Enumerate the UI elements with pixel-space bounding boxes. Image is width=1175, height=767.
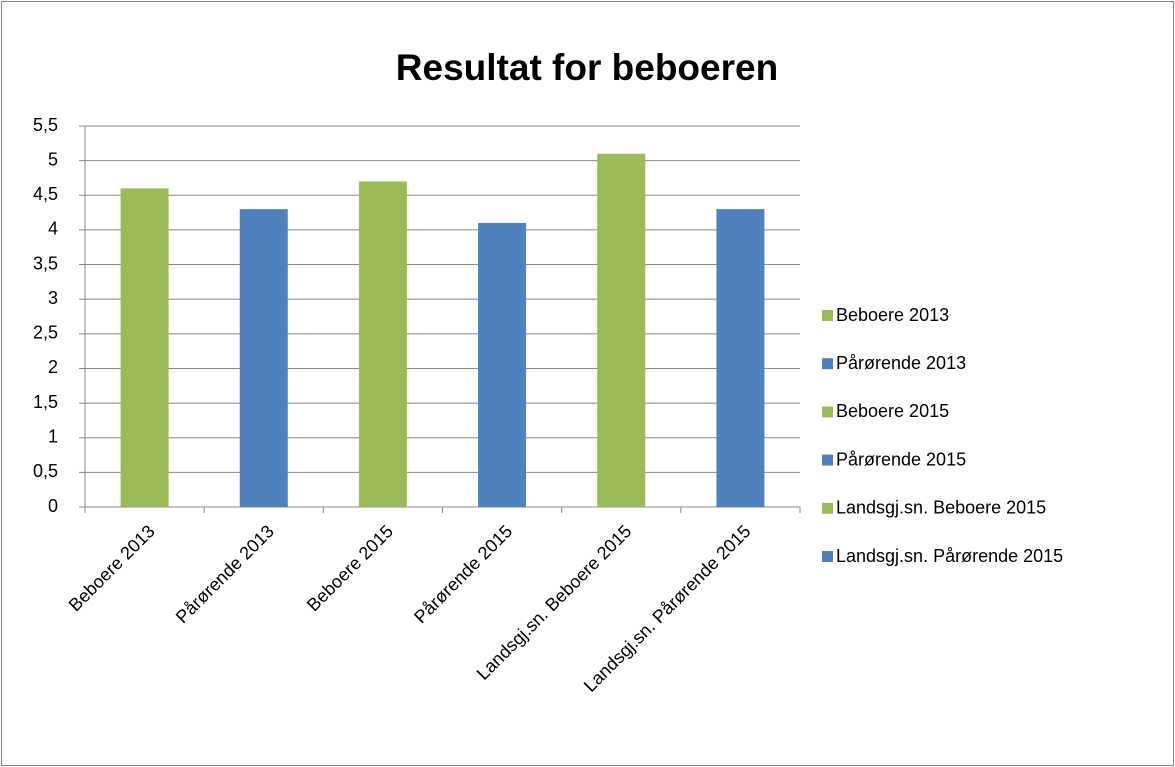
y-tick-label: 4	[48, 219, 58, 239]
bar	[120, 188, 169, 507]
y-tick-label: 1,5	[33, 392, 58, 412]
bar	[478, 222, 527, 507]
y-tick-label: 5,5	[33, 115, 58, 135]
legend-label: Pårørende 2013	[836, 353, 966, 373]
y-tick-label: 0	[48, 496, 58, 516]
bar	[716, 209, 765, 508]
legend-label: Landsgj.sn. Beboere 2015	[836, 498, 1046, 518]
legend-label: Pårørende 2015	[836, 449, 966, 469]
legend-label: Beboere 2015	[836, 401, 949, 421]
y-tick-label: 4,5	[33, 184, 58, 204]
bar	[239, 209, 288, 508]
chart-title: Resultat for beboeren	[396, 47, 778, 88]
bar	[597, 153, 646, 507]
legend-label: Landsgj.sn. Pårørende 2015	[836, 546, 1063, 566]
y-tick-label: 5	[48, 149, 58, 169]
legend-swatch	[822, 406, 833, 418]
legend-swatch	[822, 358, 833, 370]
y-tick-label: 2	[48, 357, 58, 377]
y-tick-label: 1	[48, 426, 58, 446]
legend-label: Beboere 2013	[836, 305, 949, 325]
legend-swatch	[822, 310, 833, 321]
y-tick-label: 2,5	[33, 323, 58, 343]
legend-swatch	[822, 502, 833, 514]
legend-swatch	[822, 454, 833, 466]
y-tick-label: 3	[48, 288, 58, 308]
legend-swatch	[822, 551, 833, 562]
bar	[358, 181, 407, 507]
y-tick-label: 0,5	[33, 461, 58, 481]
y-tick-label: 3,5	[33, 253, 58, 273]
